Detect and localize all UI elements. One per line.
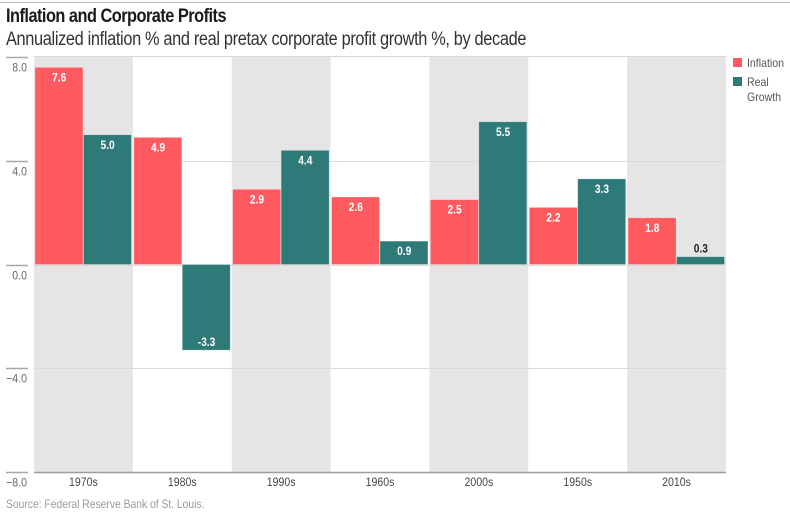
x-tick-label: 1970s [69,476,98,489]
bar-real-growth [577,178,626,265]
bar-real-growth [181,264,231,351]
data-label: 2.6 [349,201,363,214]
x-tick-label: 1950s [563,476,592,489]
y-tick-label: −4.0 [6,373,27,386]
bar-inflation [627,217,677,265]
x-tick-label: 1980s [168,476,197,489]
data-label: 7.6 [52,72,66,85]
bar-real-growth [676,256,725,265]
data-label: 3.3 [595,183,609,196]
data-label: 2.9 [250,194,264,207]
y-tick-label: 8.0 [12,62,27,75]
chart-subtitle: Annualized inflation % and real pretax c… [6,29,527,50]
legend-swatch-inflation [733,58,742,67]
data-label: 0.3 [694,243,708,256]
x-tick-label: 1960s [366,476,395,489]
bar-inflation [430,199,479,265]
data-label: 2.5 [448,204,462,217]
data-label: 5.5 [496,126,510,139]
data-label: -3.3 [198,336,216,349]
bar-real-growth [83,134,132,265]
x-tick-label: 2000s [464,476,493,489]
y-tick-label: −8.0 [6,477,27,490]
x-tick-label: 2010s [662,476,691,489]
bar-real-growth [478,121,528,265]
bar-inflation [331,196,380,265]
y-tick-label: 0.0 [12,270,27,283]
legend-item-inflation: Inflation [733,56,790,71]
source-note: Source: Federal Reserve Bank of St. Loui… [6,497,205,511]
bar-inflation [528,207,578,265]
y-tick-label: 4.0 [12,166,27,179]
data-label: 2.2 [546,212,560,225]
bar-inflation [34,67,84,265]
data-label: 1.8 [645,222,659,235]
legend-label-inflation: Inflation [747,56,784,70]
bar-real-growth [379,240,429,265]
legend: Inflation Real Growth [733,56,790,109]
data-label: 4.9 [151,142,165,155]
top-rule [0,2,790,3]
x-tick-label: 1990s [267,476,296,489]
bar-inflation [133,137,183,265]
chart-title: Inflation and Corporate Profits [6,6,227,27]
legend-item-real-growth: Real Growth [733,75,790,105]
legend-label-real-growth: Real Growth [747,75,782,104]
data-label: 5.0 [101,139,115,152]
data-label: 0.9 [397,245,411,258]
data-label: 4.4 [298,155,313,168]
legend-swatch-real-growth [733,77,742,86]
bar-real-growth [280,150,330,265]
bar-inflation [232,188,281,265]
